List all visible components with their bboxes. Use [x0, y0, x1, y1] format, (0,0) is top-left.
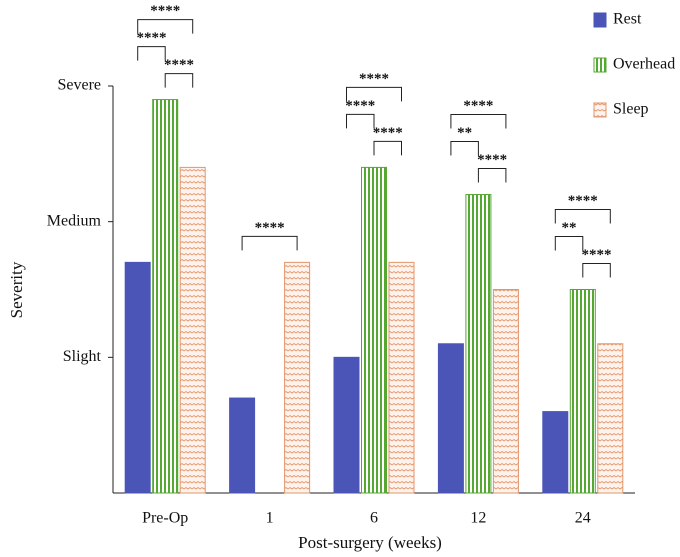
bar — [124, 261, 151, 494]
x-axis-label: Post-surgery (weeks) — [298, 533, 442, 552]
significance-bracket — [137, 46, 166, 61]
bar — [437, 343, 464, 494]
bar — [333, 356, 360, 494]
bar — [597, 343, 624, 494]
significance-bracket — [137, 19, 194, 34]
bar — [542, 411, 569, 494]
x-tick-label: 1 — [266, 510, 274, 527]
significance-bracket — [450, 141, 479, 156]
bar — [465, 194, 492, 494]
x-tick-label: 12 — [470, 510, 486, 527]
significance-label: **** — [359, 71, 389, 87]
legend-label: Sleep — [613, 101, 649, 118]
y-tick-label: Medium — [47, 212, 102, 229]
significance-bracket — [450, 114, 507, 129]
bar — [569, 289, 596, 494]
significance-label: ** — [562, 220, 577, 236]
legend-swatch — [593, 102, 607, 118]
significance-label: **** — [477, 152, 507, 168]
legend-label: Overhead — [613, 56, 675, 73]
bar — [152, 99, 179, 494]
y-axis-label: Severity — [7, 261, 26, 318]
bar — [361, 166, 387, 494]
y-tick-label: Slight — [63, 348, 102, 365]
x-tick-label: Pre-Op — [142, 510, 188, 527]
significance-bracket — [373, 140, 402, 156]
x-tick-label: 6 — [370, 510, 378, 527]
legend-label: Rest — [613, 11, 642, 28]
legend-swatch — [593, 12, 607, 28]
significance-bracket — [346, 86, 402, 102]
significance-label: **** — [345, 98, 375, 114]
y-tick-label: Severe — [57, 77, 101, 94]
significance-label: **** — [136, 30, 166, 46]
significance-label: ** — [457, 125, 472, 141]
significance-bracket — [241, 235, 298, 251]
significance-label: **** — [582, 247, 612, 263]
significance-bracket — [164, 73, 194, 88]
legend-swatch — [593, 57, 607, 73]
significance-label: **** — [568, 193, 598, 209]
significance-bracket — [582, 263, 611, 278]
significance-bracket — [346, 113, 375, 129]
significance-bracket — [477, 168, 507, 183]
bar — [284, 261, 311, 494]
bar — [229, 397, 256, 494]
x-tick-label: 24 — [575, 510, 591, 527]
significance-label: **** — [463, 98, 493, 114]
significance-bracket — [554, 209, 611, 224]
significance-label: **** — [255, 220, 285, 236]
bar — [179, 166, 206, 494]
significance-label: **** — [164, 57, 194, 73]
bar — [492, 289, 519, 494]
significance-bracket — [554, 236, 584, 251]
significance-label: **** — [373, 125, 403, 141]
significance-label: **** — [150, 3, 180, 19]
bar — [388, 261, 415, 494]
